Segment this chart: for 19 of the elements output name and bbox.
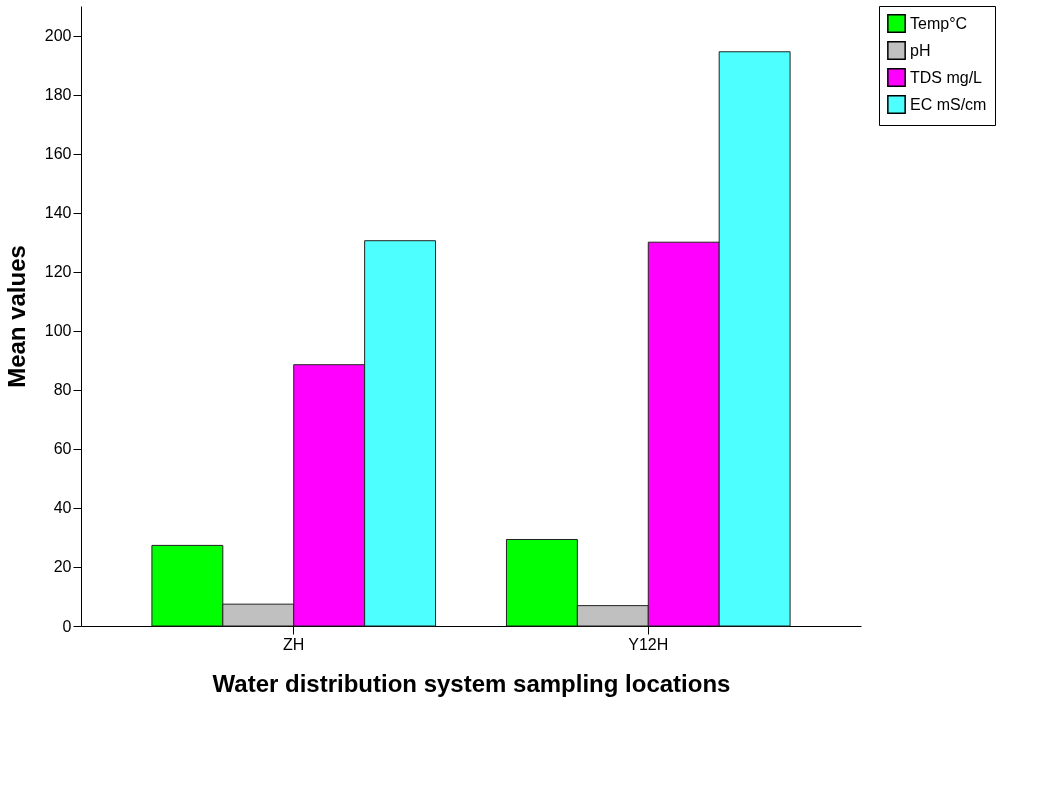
y-tick-label: 0: [62, 617, 72, 635]
y-tick-label: 140: [44, 204, 72, 222]
y-tick-label: 60: [53, 440, 72, 458]
x-axis-title: Water distribution system sampling locations: [212, 669, 731, 697]
y-axis-title: Mean values: [2, 245, 30, 388]
y-tick-label: 200: [44, 27, 72, 45]
y-tick-label: 20: [53, 558, 72, 576]
y-tick-label: 160: [44, 145, 72, 163]
legend-label: TDS mg/L: [910, 68, 983, 86]
legend-label: EC mS/cm: [910, 95, 987, 113]
legend-label: pH: [910, 41, 931, 59]
y-tick-label: 40: [53, 499, 72, 517]
y-tick-label: 100: [44, 322, 72, 340]
legend-label: Temp°C: [910, 14, 968, 32]
y-tick-label: 180: [44, 86, 72, 104]
y-tick-label: 120: [44, 263, 72, 281]
y-tick-label: 80: [53, 381, 72, 399]
x-tick-label: ZH: [283, 635, 305, 653]
x-tick-label: Y12H: [628, 635, 669, 653]
